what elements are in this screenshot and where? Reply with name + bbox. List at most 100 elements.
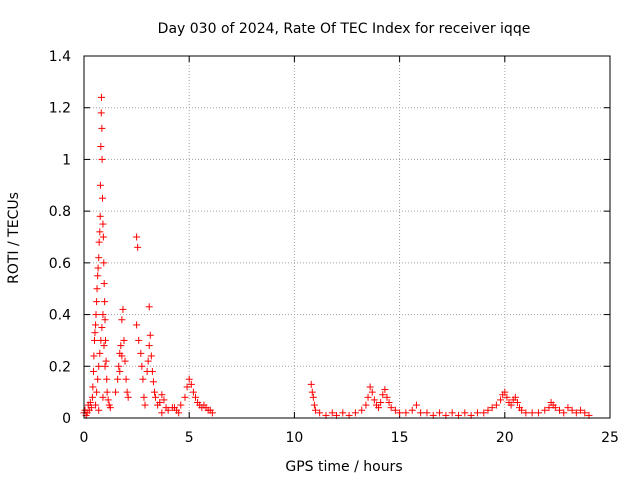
data-point [208, 409, 216, 417]
data-point [104, 396, 112, 404]
data-point [95, 238, 103, 246]
chart-title: Day 030 of 2024, Rate Of TEC Index for r… [158, 21, 531, 37]
data-point [581, 409, 589, 417]
data-point [124, 393, 132, 401]
data-point [87, 404, 95, 412]
data-point [101, 316, 109, 324]
data-point [97, 143, 105, 150]
data-point [488, 404, 496, 412]
data-point [101, 298, 109, 306]
data-point [99, 220, 107, 228]
data-point [117, 342, 125, 350]
data-point [189, 388, 197, 396]
x-tick-label: 0 [80, 430, 89, 446]
y-tick-label: 0 [62, 411, 71, 427]
data-point [534, 409, 542, 417]
data-point [92, 311, 100, 319]
data-point [192, 393, 200, 401]
data-point [92, 321, 100, 329]
data-point [513, 398, 521, 406]
data-point [100, 342, 108, 350]
data-point [93, 285, 101, 293]
data-point [93, 388, 101, 396]
data-point [187, 380, 195, 388]
data-point [116, 367, 124, 375]
data-point [170, 404, 178, 412]
data-point [507, 401, 515, 409]
data-point [91, 329, 99, 337]
data-point [148, 367, 156, 375]
data-point [316, 409, 324, 417]
data-point [577, 406, 585, 414]
data-point [99, 194, 107, 202]
data-point [134, 243, 142, 251]
data-point [115, 362, 123, 370]
data-point [96, 228, 104, 236]
data-point [308, 388, 316, 396]
data-point [99, 311, 107, 319]
data-point [423, 409, 431, 417]
data-point [140, 393, 148, 401]
data-point [114, 375, 122, 383]
data-point [309, 393, 317, 401]
data-point [370, 396, 378, 404]
data-point [158, 391, 166, 399]
data-point [101, 362, 109, 370]
data-point [98, 155, 106, 163]
data-point [94, 375, 102, 383]
data-point [177, 401, 185, 409]
data-point [97, 93, 105, 101]
data-point [146, 331, 154, 339]
data-point [158, 409, 166, 417]
data-point [99, 233, 107, 241]
data-point [97, 109, 105, 117]
data-point [89, 383, 97, 391]
data-point [568, 406, 576, 414]
data-point [95, 406, 103, 414]
data-point [368, 388, 376, 396]
data-point [145, 342, 153, 350]
data-point [103, 388, 111, 396]
data-point [145, 303, 153, 311]
data-point [436, 409, 444, 417]
data-point [112, 388, 120, 396]
data-point [96, 212, 104, 220]
data-point [100, 259, 108, 267]
data-point [96, 349, 104, 357]
data-point [86, 398, 94, 406]
data-point [149, 378, 157, 386]
data-point [120, 336, 128, 344]
y-tick-label: 1 [62, 152, 71, 168]
data-point [118, 352, 126, 360]
data-point [147, 352, 155, 360]
data-point [118, 316, 126, 324]
data-point [89, 367, 97, 375]
data-point [97, 336, 105, 344]
data-point [92, 401, 100, 409]
data-point [139, 375, 147, 383]
data-point [556, 406, 564, 414]
data-point [94, 264, 102, 272]
data-point [358, 406, 366, 414]
plot-frame [83, 55, 611, 419]
data-point [88, 393, 96, 401]
data-point [375, 404, 383, 412]
data-point [448, 409, 456, 417]
data-point [96, 181, 104, 189]
data-point [121, 357, 129, 365]
data-point [402, 409, 410, 417]
y-tick-label: 0.8 [49, 204, 71, 220]
data-point [133, 321, 141, 329]
data-point [560, 409, 568, 417]
data-point [364, 393, 372, 401]
data-point [541, 406, 549, 414]
data-point [144, 357, 152, 365]
data-point [156, 398, 164, 406]
data-point [492, 401, 500, 409]
data-point [408, 406, 416, 414]
data-point [181, 393, 189, 401]
data-point [484, 406, 492, 414]
data-point [383, 393, 391, 401]
data-point [379, 391, 387, 399]
